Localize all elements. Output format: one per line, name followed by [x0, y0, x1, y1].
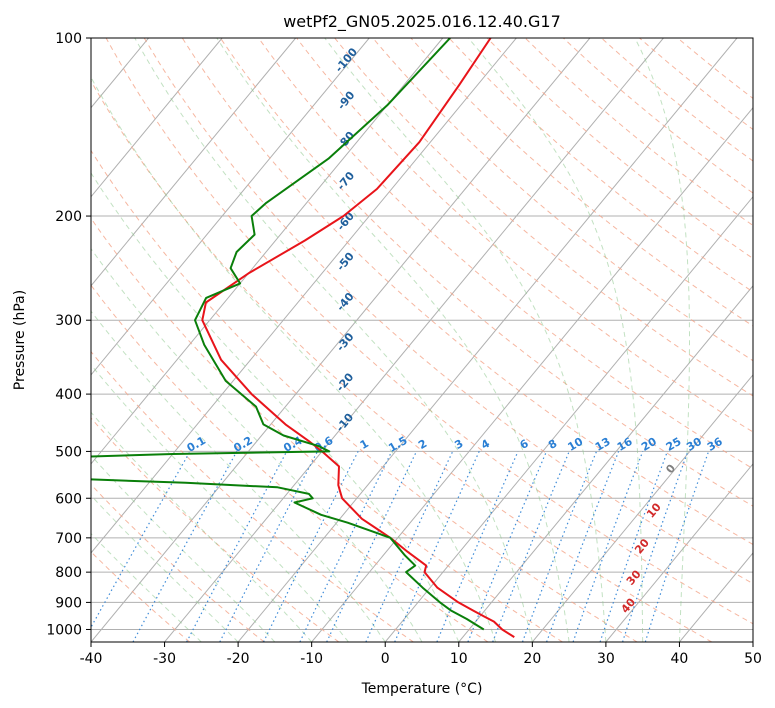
isotherm-line — [458, 285, 753, 642]
plot-background — [91, 38, 753, 642]
isotherm-line — [0, 38, 1, 642]
isotherm-line — [531, 374, 753, 642]
mixing-ratio-line — [599, 451, 668, 642]
y-tick-label: 100 — [55, 31, 82, 47]
plot-area: 0.1 0.2 0.4 0.6 1 1.5 2 3 4 6 8 10 13 16 20 25 30 36-100-… — [0, 37, 754, 643]
x-tick-label: -30 — [153, 651, 176, 667]
y-axis: 1000 900 800 700 600 500 400 300 200 100 — [46, 31, 91, 638]
moist-adiabat — [134, 38, 533, 642]
isotherm-line — [91, 38, 444, 465]
isotherm-line — [91, 38, 517, 554]
dry-adiabat — [143, 38, 753, 585]
x-tick-label: -10 — [300, 651, 323, 667]
y-tick-label: 1000 — [46, 622, 82, 638]
dry-adiabat — [181, 38, 753, 546]
x-tick-label: 20 — [523, 651, 541, 667]
moist-adiabat — [216, 38, 570, 642]
x-axis: -40 -30 -20 -10 0 10 20 30 40 50 — [80, 642, 762, 667]
isotherm-line — [91, 38, 223, 198]
mixing-ratio-line — [262, 451, 359, 642]
mixing-ratio-line — [521, 451, 598, 642]
mixing-ratio-line — [326, 451, 418, 642]
x-tick-label: 50 — [744, 651, 762, 667]
moist-adiabat — [91, 454, 276, 642]
dry-adiabat — [296, 38, 753, 433]
y-tick-label: 200 — [55, 209, 82, 225]
x-tick-label: 30 — [597, 651, 615, 667]
temperature-profile — [201, 38, 515, 638]
dry-adiabat — [334, 38, 753, 397]
mixing-ratio-line — [492, 451, 570, 642]
moist-adiabat — [468, 38, 644, 642]
isotherm-line — [384, 195, 753, 642]
sounding-profiles — [91, 38, 515, 638]
isotherm-line — [91, 38, 297, 287]
moist-adiabat — [91, 76, 497, 642]
x-tick-label: 0 — [381, 651, 390, 667]
dry-adiabat — [91, 284, 489, 642]
isotherm-line — [605, 463, 753, 642]
dry-adiabat — [91, 551, 191, 642]
plot-frame — [90, 37, 754, 643]
dry-adiabat — [91, 483, 265, 642]
dry-adiabat — [410, 38, 753, 327]
x-tick-label: 40 — [671, 651, 689, 667]
mixing-ratio-line — [299, 451, 393, 642]
mixing-ratio-line — [622, 451, 689, 642]
isotherm-line — [752, 641, 753, 642]
mixing-ratio-line — [644, 451, 710, 642]
y-tick-label: 900 — [55, 595, 82, 611]
y-tick-label: 300 — [55, 313, 82, 329]
x-tick-label: 10 — [450, 651, 468, 667]
moist-adiabat — [634, 38, 690, 642]
y-axis-label: Pressure (hPa) — [12, 290, 28, 390]
dry-adiabat — [219, 38, 753, 507]
dry-adiabat — [91, 149, 638, 642]
moist-adiabat — [91, 364, 349, 642]
isotherm-line — [91, 38, 591, 642]
x-tick-label: -40 — [80, 651, 103, 667]
moist-adiabat — [324, 38, 607, 642]
y-tick-label: 800 — [55, 565, 82, 581]
mixing-ratio-line — [132, 451, 238, 642]
isotherm-line — [91, 38, 370, 376]
moist-adiabat — [91, 247, 423, 642]
isotherm-line — [237, 38, 738, 642]
y-tick-label: 600 — [55, 491, 82, 507]
dry-adiabat — [91, 217, 563, 642]
background-lines — [0, 38, 753, 642]
x-tick-label: -20 — [227, 651, 250, 667]
chart-title: wetPf2_GN05.2025.016.12.40.G17 — [283, 12, 561, 32]
x-axis-label: Temperature (°C) — [361, 681, 483, 697]
y-tick-label: 700 — [55, 531, 82, 547]
moist-adiabat — [91, 411, 313, 642]
isotherm-line — [164, 38, 664, 642]
y-tick-label: 500 — [55, 444, 82, 460]
dewpoint-profile — [91, 38, 485, 631]
y-tick-label: 400 — [55, 387, 82, 403]
